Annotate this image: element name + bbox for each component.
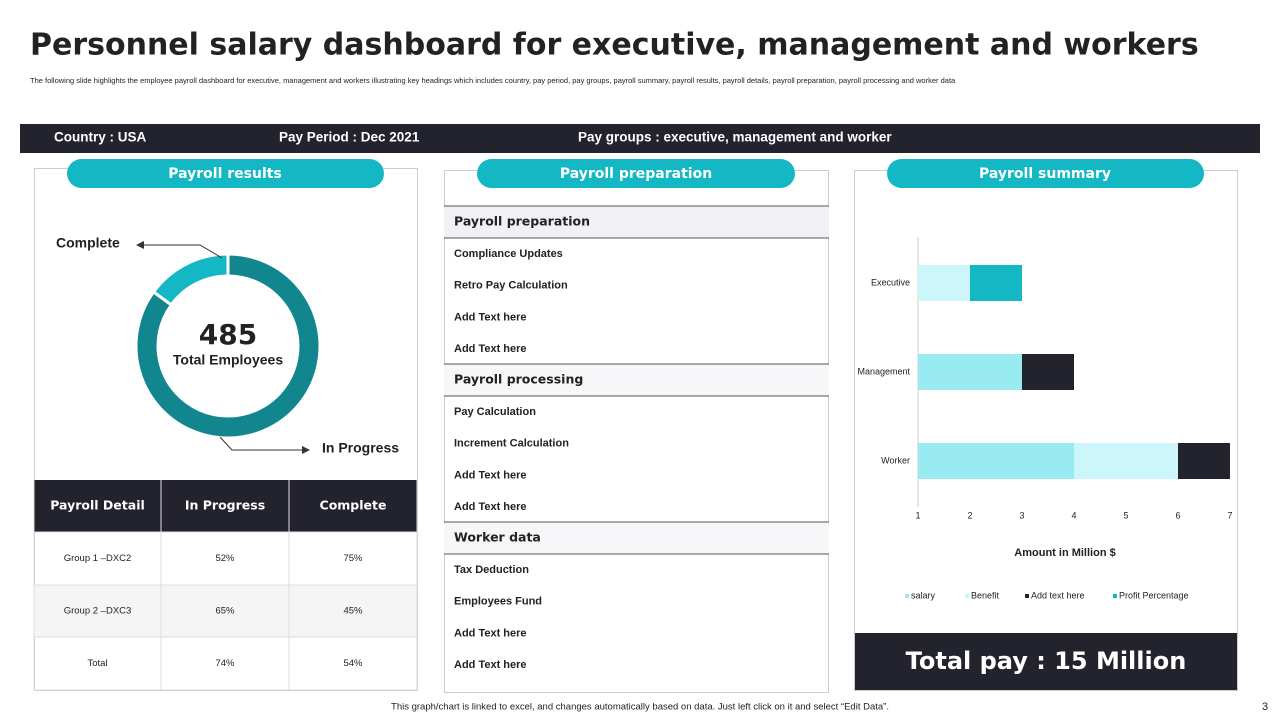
section-item: Retro Pay Calculation: [454, 280, 568, 292]
table-cell: Group 2 –DXC3: [64, 606, 132, 617]
subtitle: The following slide highlights the emplo…: [30, 76, 956, 85]
bar-segment: [1022, 354, 1074, 390]
table-cell: 52%: [215, 553, 235, 564]
section-title: Worker data: [454, 530, 541, 545]
section-item: Add Text here: [454, 343, 527, 355]
callout-line: [219, 436, 304, 451]
table-cell: 54%: [343, 658, 363, 669]
section-header-bg: [444, 364, 829, 396]
x-tick-label: 5: [1123, 510, 1128, 520]
page-number: 3: [1262, 701, 1268, 713]
bar-segment: [918, 265, 970, 301]
table-cell: Group 1 –DXC2: [64, 553, 132, 564]
donut: [134, 252, 322, 440]
donut-callout: In Progress: [322, 440, 399, 456]
section-title: Payroll processing: [454, 372, 583, 387]
legend-swatch: [905, 594, 909, 598]
legend-swatch: [1113, 594, 1117, 598]
section-item: Compliance Updates: [454, 248, 563, 260]
section-item: Pay Calculation: [454, 406, 536, 418]
preparation-list: Payroll preparation Compliance Updates Ret…: [444, 205, 829, 671]
section-item: Employees Fund: [454, 596, 542, 608]
x-tick-label: 3: [1019, 510, 1024, 520]
legend-label: Profit Percentage: [1119, 590, 1189, 600]
section-item: Tax Deduction: [454, 564, 529, 576]
panel-title: Payroll preparation: [560, 166, 712, 182]
legend-label: Add text here: [1031, 590, 1085, 600]
bar-segment: [970, 265, 1022, 301]
table-cell: Total: [87, 658, 107, 669]
info-groups: Pay groups : executive, management and w…: [578, 130, 892, 145]
donut-center-label: Total Employees: [173, 352, 283, 368]
callout-line: [142, 244, 223, 259]
x-tick-label: 1: [915, 510, 920, 520]
legend-label: salary: [911, 590, 936, 600]
table-cell: 74%: [215, 658, 235, 669]
callout-arrow: [136, 241, 144, 249]
table-cell: 75%: [343, 553, 363, 564]
section-item: Add Text here: [454, 627, 527, 639]
table-header-cell: Complete: [320, 498, 387, 513]
footnote: This graph/chart is linked to excel, and…: [391, 702, 889, 713]
x-tick-label: 7: [1227, 510, 1232, 520]
table-cell: 65%: [215, 606, 235, 617]
total-pay-box: [855, 633, 1237, 690]
panel-pill: [477, 159, 795, 188]
title: Personnel salary dashboard for executive…: [30, 28, 1199, 63]
panel-title: Payroll summary: [979, 166, 1111, 182]
panel-pill: [67, 159, 384, 188]
table-header-cell: In Progress: [185, 498, 265, 513]
total-pay: Total pay : 15 Million: [906, 647, 1187, 675]
info-period: Pay Period : Dec 2021: [279, 130, 420, 145]
bar-segment: [918, 354, 1022, 390]
legend-label: Benefit: [971, 590, 1000, 600]
section-item: Add Text here: [454, 311, 527, 323]
section-header-bg: [444, 522, 829, 554]
table-header-cell: Payroll Detail: [50, 498, 145, 513]
section-item: Increment Calculation: [454, 438, 569, 450]
section-item: Add Text here: [454, 469, 527, 481]
bar-segment: [1178, 443, 1230, 479]
section-item: Add Text here: [454, 659, 527, 671]
x-axis-label: Amount in Million $: [1014, 547, 1115, 559]
section-title: Payroll preparation: [454, 214, 590, 229]
table: Payroll Detail In Progress Complete Group 1…: [33, 480, 418, 691]
bar-segment: [1074, 443, 1178, 479]
x-tick-label: 6: [1175, 510, 1180, 520]
legend-swatch: [1025, 594, 1029, 598]
table-header-bg: [34, 480, 417, 532]
donut-callout: Complete: [56, 235, 120, 251]
table-cell: 45%: [343, 606, 363, 617]
info-country: Country : USA: [54, 130, 146, 145]
y-tick-label: Executive: [871, 277, 910, 287]
legend-swatch: [965, 594, 969, 598]
section-item: Add Text here: [454, 501, 527, 513]
panel-box: [854, 170, 1238, 691]
donut-segment: [151, 252, 230, 307]
y-tick-label: Worker: [881, 455, 910, 465]
panel-title: Payroll results: [168, 166, 282, 182]
info-bar: [20, 124, 1260, 153]
x-tick-label: 4: [1071, 510, 1076, 520]
donut-segment: [134, 252, 322, 440]
callout-arrow: [302, 446, 310, 454]
section-header-bg: [444, 206, 829, 238]
bar-segment: [918, 443, 1074, 479]
y-tick-label: Management: [857, 366, 910, 376]
panel-pill: [887, 159, 1204, 188]
bar-chart: 1 2 3 4 5 6 7 Executive Management Worker Amount i…: [857, 237, 1233, 600]
table-row-bg: [34, 585, 417, 637]
donut-center-value: 485: [199, 318, 257, 351]
x-tick-label: 2: [967, 510, 972, 520]
